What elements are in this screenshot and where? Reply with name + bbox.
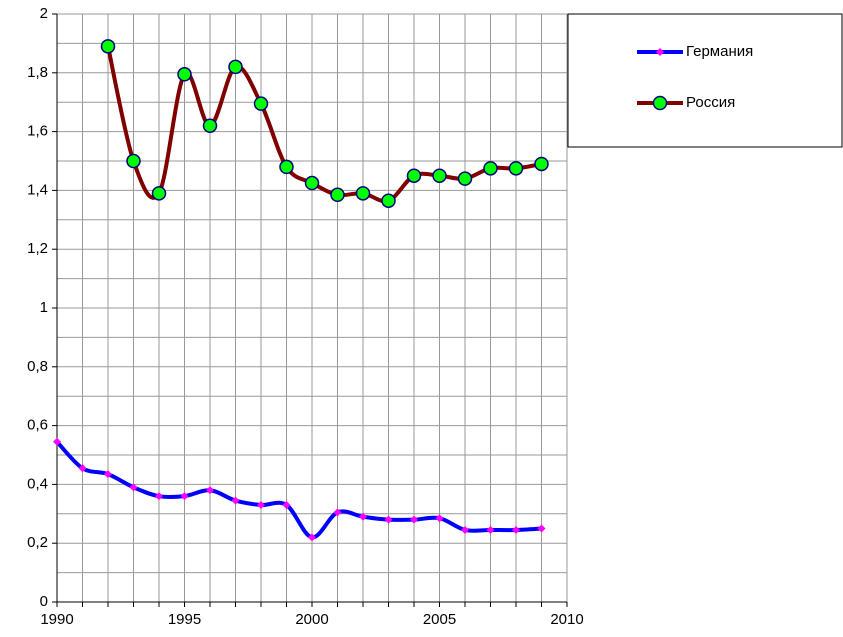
data-point <box>381 193 396 208</box>
data-point <box>202 118 218 133</box>
x-tick-label: 2010 <box>550 611 583 628</box>
y-tick-label: 0,8 <box>27 358 48 375</box>
data-point <box>333 508 342 517</box>
data-point <box>384 515 393 524</box>
y-tick-label: 0 <box>40 593 48 610</box>
y-tick-label: 0,6 <box>27 417 48 434</box>
y-tick-label: 1,8 <box>27 64 48 81</box>
y-tick-label: 2 <box>40 5 48 22</box>
series-line <box>106 45 542 204</box>
legend-box <box>567 13 843 148</box>
legend-label: Германия <box>686 43 753 60</box>
data-point <box>177 67 192 82</box>
data-point <box>486 525 495 534</box>
data-point <box>534 156 549 172</box>
y-tick-label: 1 <box>40 299 48 316</box>
data-point <box>461 525 469 534</box>
data-point <box>435 514 444 523</box>
data-point <box>104 470 112 479</box>
data-point <box>432 168 447 183</box>
data-point <box>512 525 520 534</box>
y-tick-label: 1,6 <box>27 123 48 140</box>
data-point <box>126 153 141 169</box>
x-tick-label: 1990 <box>40 611 73 628</box>
data-point <box>180 492 189 501</box>
data-point <box>257 500 265 509</box>
data-point <box>406 168 422 183</box>
y-tick-label: 0,4 <box>27 475 48 492</box>
data-point <box>53 437 61 446</box>
data-point <box>457 171 473 186</box>
data-point <box>231 496 240 505</box>
data-point <box>483 161 498 176</box>
legend-marker <box>652 95 668 111</box>
data-point <box>78 464 87 473</box>
data-point <box>129 483 138 492</box>
data-point <box>100 39 116 54</box>
data-point <box>151 186 167 201</box>
legend-label: Россия <box>686 94 735 111</box>
data-point <box>330 187 345 203</box>
data-point <box>308 533 316 542</box>
legend-marker <box>656 48 664 56</box>
data-point <box>279 159 294 175</box>
data-point <box>282 500 291 509</box>
data-point <box>537 524 546 533</box>
y-tick-label: 1,2 <box>27 240 48 257</box>
y-tick-label: 0,2 <box>27 534 48 551</box>
x-tick-label: 1995 <box>168 611 201 628</box>
data-point <box>155 492 163 501</box>
data-point <box>410 515 418 524</box>
data-point <box>304 175 320 191</box>
x-tick-label: 2000 <box>295 611 328 628</box>
data-point <box>228 59 243 75</box>
y-tick-label: 1,4 <box>27 181 48 198</box>
x-tick-label: 2005 <box>423 611 456 628</box>
data-point <box>359 512 367 521</box>
data-point <box>355 186 371 201</box>
data-point <box>508 161 524 176</box>
series-line <box>55 440 542 540</box>
data-point <box>253 96 269 111</box>
data-point <box>206 486 214 495</box>
